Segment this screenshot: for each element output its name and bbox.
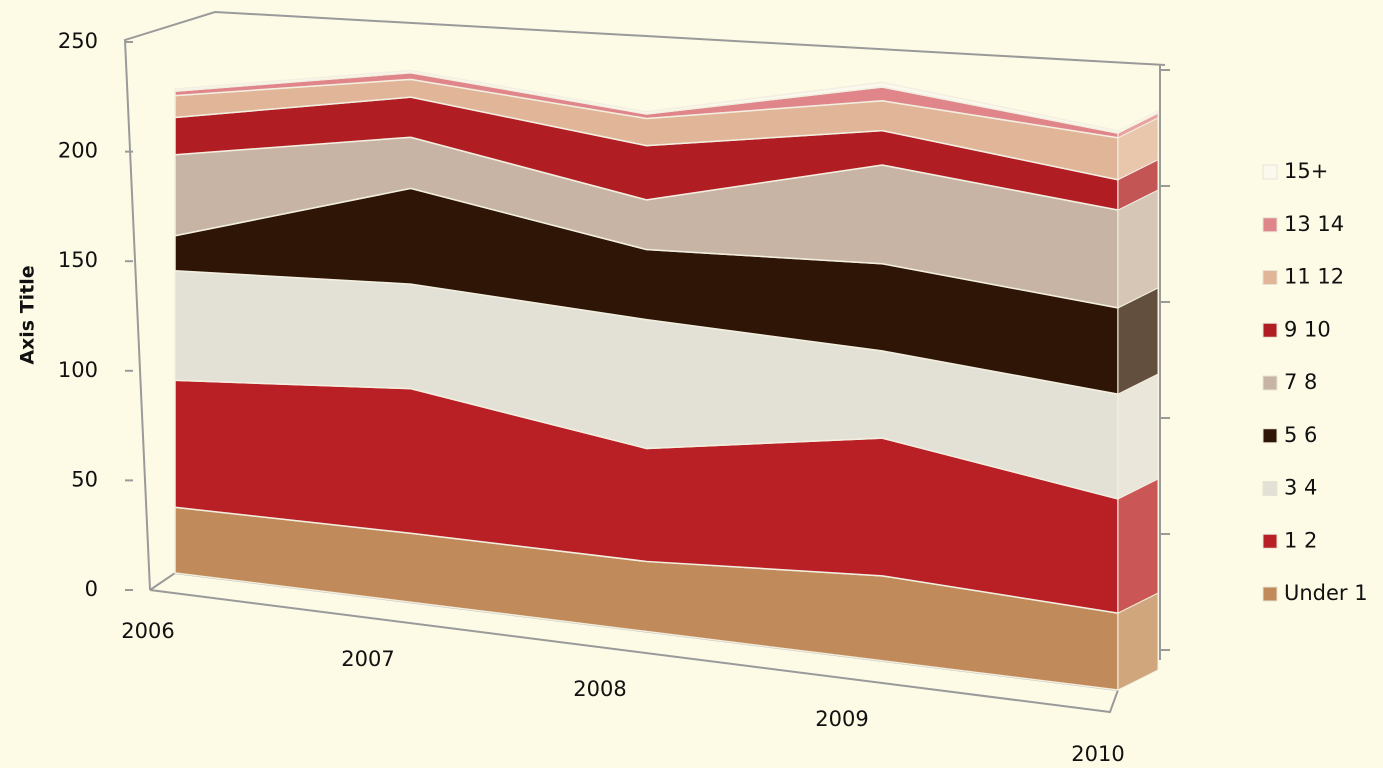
y-tick-label: 50 — [71, 467, 98, 491]
legend-swatch — [1263, 482, 1277, 496]
x-tick-label: 2009 — [815, 707, 868, 731]
area-side — [1118, 190, 1158, 308]
legend-swatch — [1263, 376, 1277, 390]
legend-swatch — [1263, 534, 1277, 548]
y-axis-title: Axis Title — [17, 265, 39, 364]
legend-label: 11 12 — [1284, 265, 1344, 289]
legend-swatch — [1263, 323, 1277, 337]
legend-swatch — [1263, 429, 1277, 443]
x-tick-label: 2008 — [573, 677, 626, 701]
legend-label: Under 1 — [1284, 581, 1368, 605]
legend-swatch — [1263, 165, 1277, 179]
area-side — [1118, 374, 1158, 499]
legend-label: 7 8 — [1284, 370, 1317, 394]
area-side — [1118, 479, 1158, 613]
legend-label: 5 6 — [1284, 423, 1317, 447]
y-tick-label: 200 — [58, 139, 98, 163]
chart: Axis Title 0 50 100 150 200 250 2006 2007 2008 20… — [0, 0, 1383, 768]
y-tick-label: 0 — [85, 577, 98, 601]
y-tick-label: 100 — [58, 358, 98, 382]
legend-swatch — [1263, 587, 1277, 601]
y-tick-label: 250 — [58, 29, 98, 53]
x-tick-label: 2007 — [341, 647, 394, 671]
legend-swatch — [1263, 271, 1277, 285]
legend-swatch — [1263, 218, 1277, 232]
legend-label: 9 10 — [1284, 317, 1331, 341]
legend-label: 13 14 — [1284, 212, 1344, 236]
y-tick-label: 150 — [58, 248, 98, 272]
legend-label: 1 2 — [1284, 528, 1317, 552]
legend-label: 15+ — [1284, 159, 1328, 183]
legend-label: 3 4 — [1284, 476, 1317, 500]
x-tick-label: 2010 — [1071, 742, 1124, 766]
x-tick-label: 2006 — [121, 619, 174, 643]
